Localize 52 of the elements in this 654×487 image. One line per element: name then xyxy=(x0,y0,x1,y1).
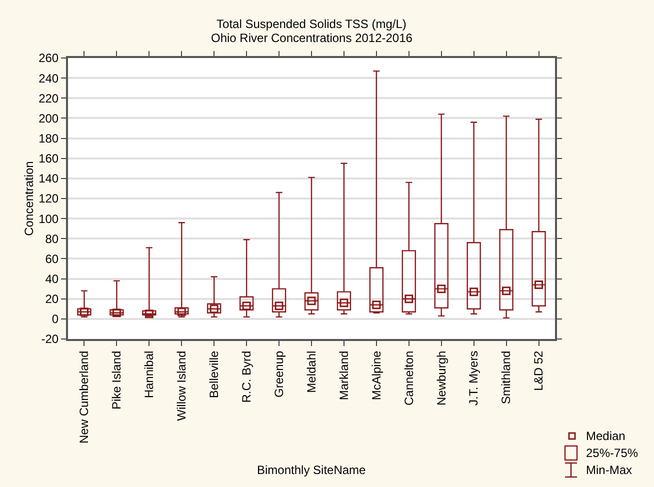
x-tick-label: Newburgh xyxy=(434,350,448,406)
x-tick-label: J.T. Myers xyxy=(466,350,481,406)
y-tick-label: 160 xyxy=(38,152,59,166)
y-tick-label: 220 xyxy=(38,91,59,106)
point xyxy=(274,302,284,310)
point xyxy=(340,298,348,308)
y-tick-label: 140 xyxy=(38,172,59,186)
y-tick-label: 80 xyxy=(45,232,59,246)
point xyxy=(210,304,218,314)
chart-subtitle: Ohio River Concentrations 2012-2016 xyxy=(211,31,413,45)
x-tick-label: Cannelton xyxy=(402,350,416,406)
y-tick-label: 180 xyxy=(38,131,59,146)
x-tick-label: Pike Island xyxy=(110,350,124,410)
point xyxy=(470,288,478,296)
y-tick-label: 240 xyxy=(38,71,59,86)
x-axis-title: Bimonthly SiteName xyxy=(257,463,366,477)
point xyxy=(307,296,316,306)
x-tick-label: Willow Island xyxy=(174,350,189,421)
point xyxy=(502,286,511,296)
point xyxy=(112,308,121,318)
x-tick-label: Hannibal xyxy=(142,350,156,398)
x-tick-label: New Cumberland xyxy=(77,350,92,444)
y-tick-label: 60 xyxy=(45,252,59,266)
y-tick-label: 120 xyxy=(38,192,59,206)
y-tick-label: 20 xyxy=(45,292,59,306)
point xyxy=(372,300,381,310)
point xyxy=(534,280,544,290)
point xyxy=(404,294,414,304)
text: Median xyxy=(586,429,626,443)
y-tick-label: 100 xyxy=(38,212,59,226)
x-tick-label: Markland xyxy=(336,350,351,400)
x-tick-label: Smithland xyxy=(499,350,514,404)
y-tick-label: -20 xyxy=(41,332,59,346)
point xyxy=(177,308,186,316)
chart-title: Total Suspended Solids TSS (mg/L) xyxy=(216,17,406,31)
point xyxy=(242,302,251,310)
y-axis-title: Concentration xyxy=(22,161,36,236)
y-tick-label: 0 xyxy=(52,312,59,326)
y-tick-label: 260 xyxy=(38,51,59,66)
point xyxy=(144,310,154,318)
x-tick-label: Meldahl xyxy=(304,350,318,393)
text: 25%-75% xyxy=(586,446,638,460)
x-tick-label: Greenup xyxy=(272,350,286,398)
text: Min-Max xyxy=(586,463,632,477)
y-tick-label: 40 xyxy=(45,272,59,286)
x-tick-label: McAlpine xyxy=(369,350,384,400)
x-tick-label: R.C. Byrd xyxy=(239,350,254,403)
x-tick-label: Belleville xyxy=(207,350,221,398)
y-tick-label: 200 xyxy=(38,111,59,126)
point xyxy=(80,308,88,316)
point xyxy=(437,284,446,294)
x-tick-label: L&D 52 xyxy=(532,350,546,391)
